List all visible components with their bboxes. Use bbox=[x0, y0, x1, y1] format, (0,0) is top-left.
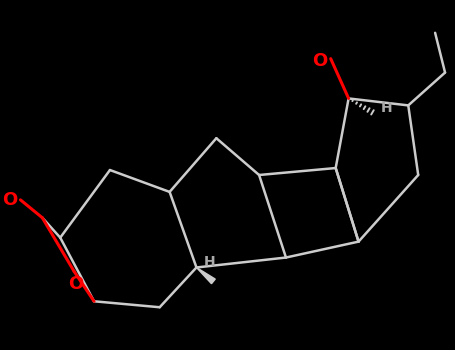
Text: O: O bbox=[313, 52, 328, 70]
Text: O: O bbox=[2, 191, 17, 209]
Polygon shape bbox=[197, 267, 215, 284]
Text: H: H bbox=[380, 102, 392, 116]
Text: H: H bbox=[203, 254, 215, 268]
Text: O: O bbox=[69, 275, 84, 293]
